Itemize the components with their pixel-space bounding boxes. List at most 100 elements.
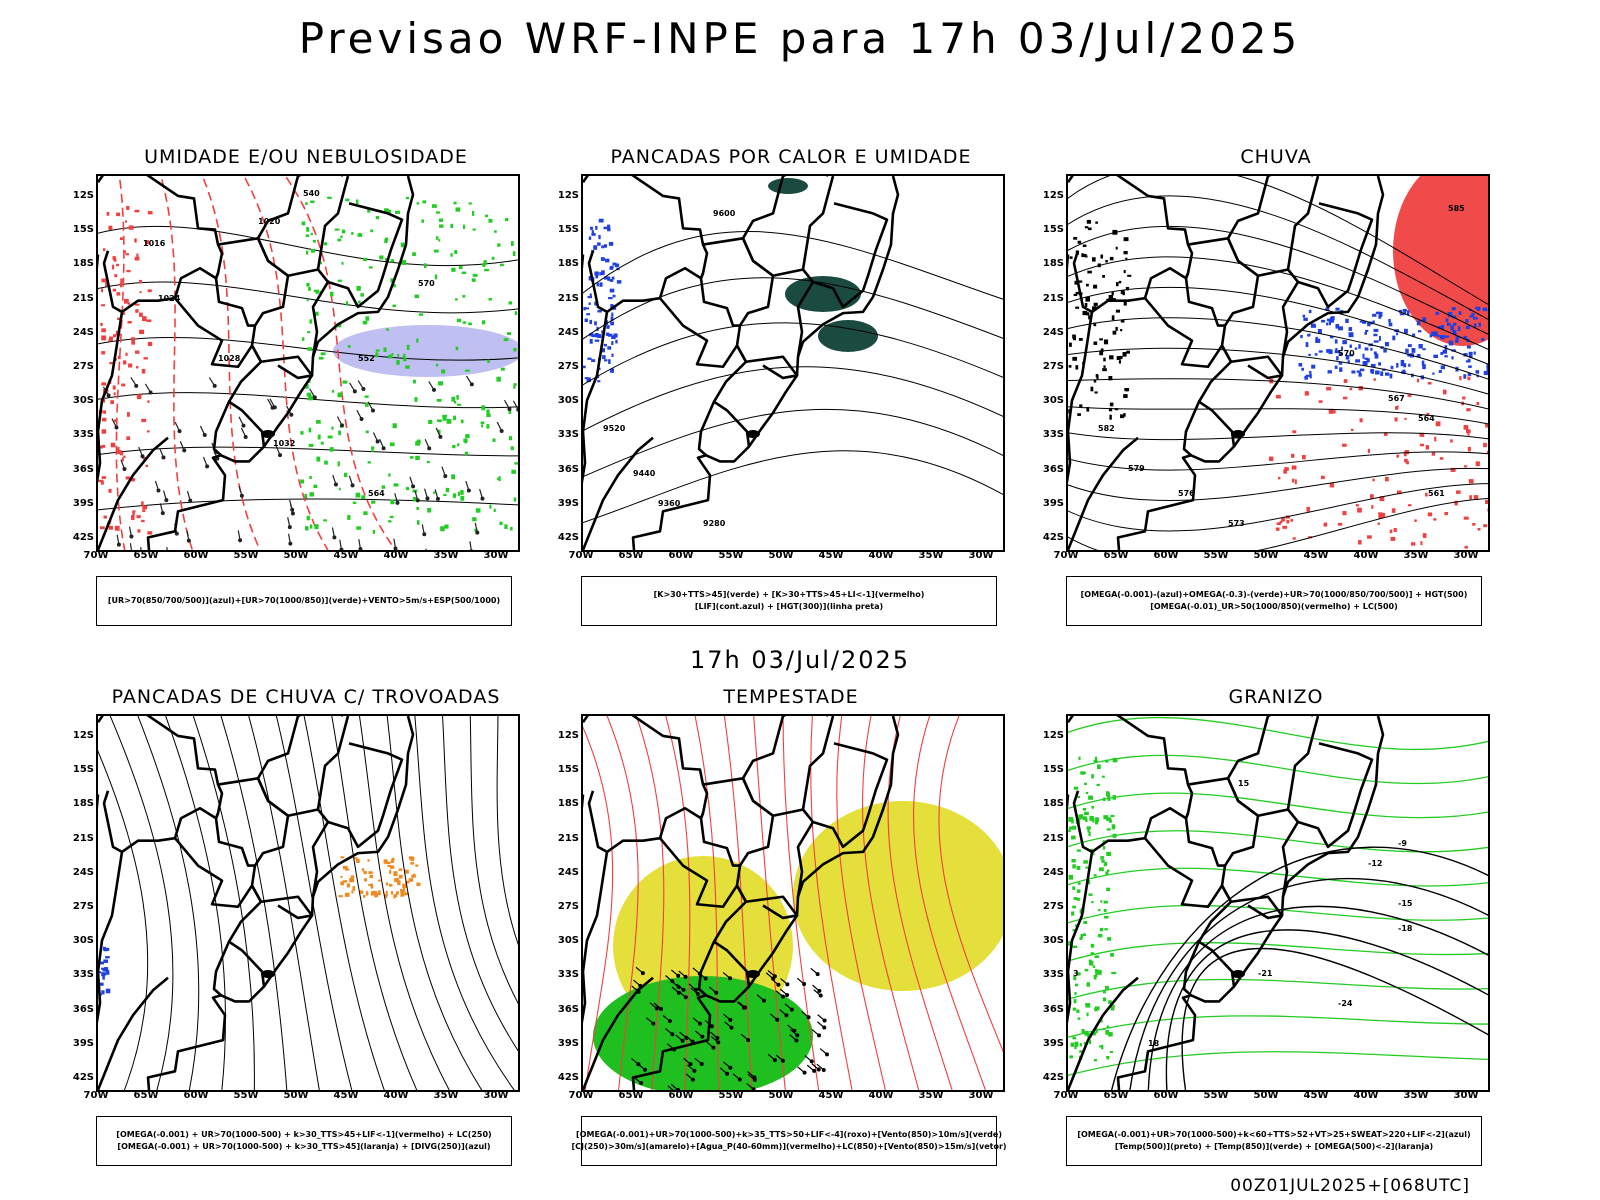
- shade-cell: [371, 500, 376, 504]
- border-line: [1187, 777, 1260, 867]
- shade-cell: [1323, 522, 1328, 527]
- shade-cell: [1435, 311, 1439, 315]
- shade-cell: [1099, 1045, 1102, 1048]
- shade-cell: [1388, 319, 1391, 323]
- shade-cell: [1367, 535, 1372, 539]
- shade-cell: [1281, 517, 1285, 522]
- shade-cell: [1076, 972, 1081, 976]
- contour-line: [583, 231, 1003, 300]
- contour-line: [98, 336, 518, 361]
- latitude-axis: 12S 15S 18S 21S 24S 27S 30S 33S 36S 39S 42S: [68, 714, 94, 1088]
- shade-cell: [101, 476, 107, 479]
- shade-cell: [600, 348, 606, 353]
- shade-cell: [1377, 522, 1380, 525]
- shade-cell: [109, 362, 113, 365]
- shade-cell: [365, 402, 369, 407]
- shade-cell: [320, 352, 326, 356]
- shade-cell: [1378, 336, 1381, 341]
- shade-cell: [360, 293, 364, 297]
- shade-cell: [1085, 792, 1089, 795]
- shade-cell: [1487, 508, 1488, 512]
- shade-cell: [1105, 759, 1109, 763]
- border-line: [697, 940, 751, 997]
- shade-cell: [1072, 945, 1078, 948]
- shade-cell: [1279, 520, 1283, 524]
- wind-vector-head: [806, 1015, 811, 1020]
- shade-cell: [1425, 445, 1430, 450]
- shade-cell: [438, 239, 441, 242]
- humid-low-level: [300, 196, 518, 534]
- wind-vector-head: [789, 1007, 794, 1012]
- shade-cell: [1407, 394, 1412, 397]
- shade-cell: [371, 447, 374, 453]
- shade-cell: [349, 877, 355, 883]
- longitude-tick: 45W: [818, 550, 844, 561]
- shade-cell: [1072, 886, 1076, 890]
- shade-cell: [603, 276, 609, 280]
- shade-cell: [514, 311, 518, 316]
- shade-cell: [1309, 371, 1312, 374]
- shade-cell: [403, 353, 406, 359]
- shade-cell: [139, 312, 143, 317]
- contour-line: [583, 322, 1003, 386]
- shade-cell: [101, 335, 107, 341]
- shade-cell: [1467, 358, 1471, 362]
- shade-cell: [307, 347, 313, 351]
- shade-cell: [1102, 275, 1105, 278]
- shade-cell: [1076, 897, 1080, 901]
- shade-cell: [102, 975, 105, 980]
- shade-cell: [312, 239, 316, 243]
- shade-cell: [338, 895, 343, 898]
- shade-cell: [433, 491, 436, 494]
- contour-line: [1165, 929, 1488, 1090]
- shade-cell: [1334, 339, 1338, 344]
- border-line: [98, 311, 124, 484]
- longitude-tick: 70W: [568, 1090, 594, 1101]
- shade-cell: [1335, 307, 1340, 311]
- contour-line: [753, 716, 786, 1090]
- convective-area-2: [818, 320, 878, 352]
- shade-cell: [98, 445, 104, 449]
- shade-cell: [362, 895, 366, 898]
- shade-cell: [1284, 467, 1289, 471]
- shade-cell: [135, 309, 139, 313]
- shade-cell: [1302, 314, 1306, 318]
- shade-cell: [1083, 253, 1087, 258]
- shade-cell: [1358, 371, 1361, 375]
- shade-cell: [1399, 313, 1405, 316]
- shade-cell: [402, 887, 406, 892]
- shade-cell: [1082, 807, 1087, 811]
- longitude-tick: 40W: [868, 1090, 894, 1101]
- shade-cell: [1440, 325, 1445, 330]
- latitude-tick: 12S: [72, 190, 94, 201]
- wind-vector-head: [809, 1059, 814, 1064]
- border-line: [1068, 851, 1094, 1024]
- shade-cell: [1308, 309, 1312, 314]
- shade-cell: [1073, 293, 1078, 297]
- shade-cell: [1109, 414, 1112, 420]
- wind-vector-head: [802, 1070, 807, 1075]
- shade-cell: [1483, 524, 1487, 528]
- wind-vector-head: [188, 498, 193, 503]
- border-line: [583, 436, 654, 550]
- shade-cell: [389, 865, 395, 869]
- shade-cell: [1431, 452, 1436, 456]
- shade-cell: [119, 237, 124, 240]
- shade-cell: [1308, 353, 1311, 356]
- shade-cell: [1290, 453, 1295, 458]
- shade-cell: [317, 434, 321, 440]
- shade-cell: [1097, 933, 1103, 938]
- longitude-tick: 30W: [1453, 550, 1479, 561]
- shade-cell: [413, 379, 416, 384]
- shade-cell: [1096, 783, 1100, 787]
- shade-cell: [1088, 893, 1093, 896]
- shade-cell: [1090, 386, 1094, 392]
- shade-cell: [588, 276, 592, 281]
- shade-cell: [1473, 351, 1476, 355]
- shade-cell: [1104, 928, 1108, 931]
- shade-cell: [131, 339, 135, 345]
- border-line: [741, 716, 835, 818]
- shade-cell: [1348, 327, 1353, 331]
- longitude-tick: 40W: [1353, 1090, 1379, 1101]
- shade-cell: [1088, 1039, 1092, 1045]
